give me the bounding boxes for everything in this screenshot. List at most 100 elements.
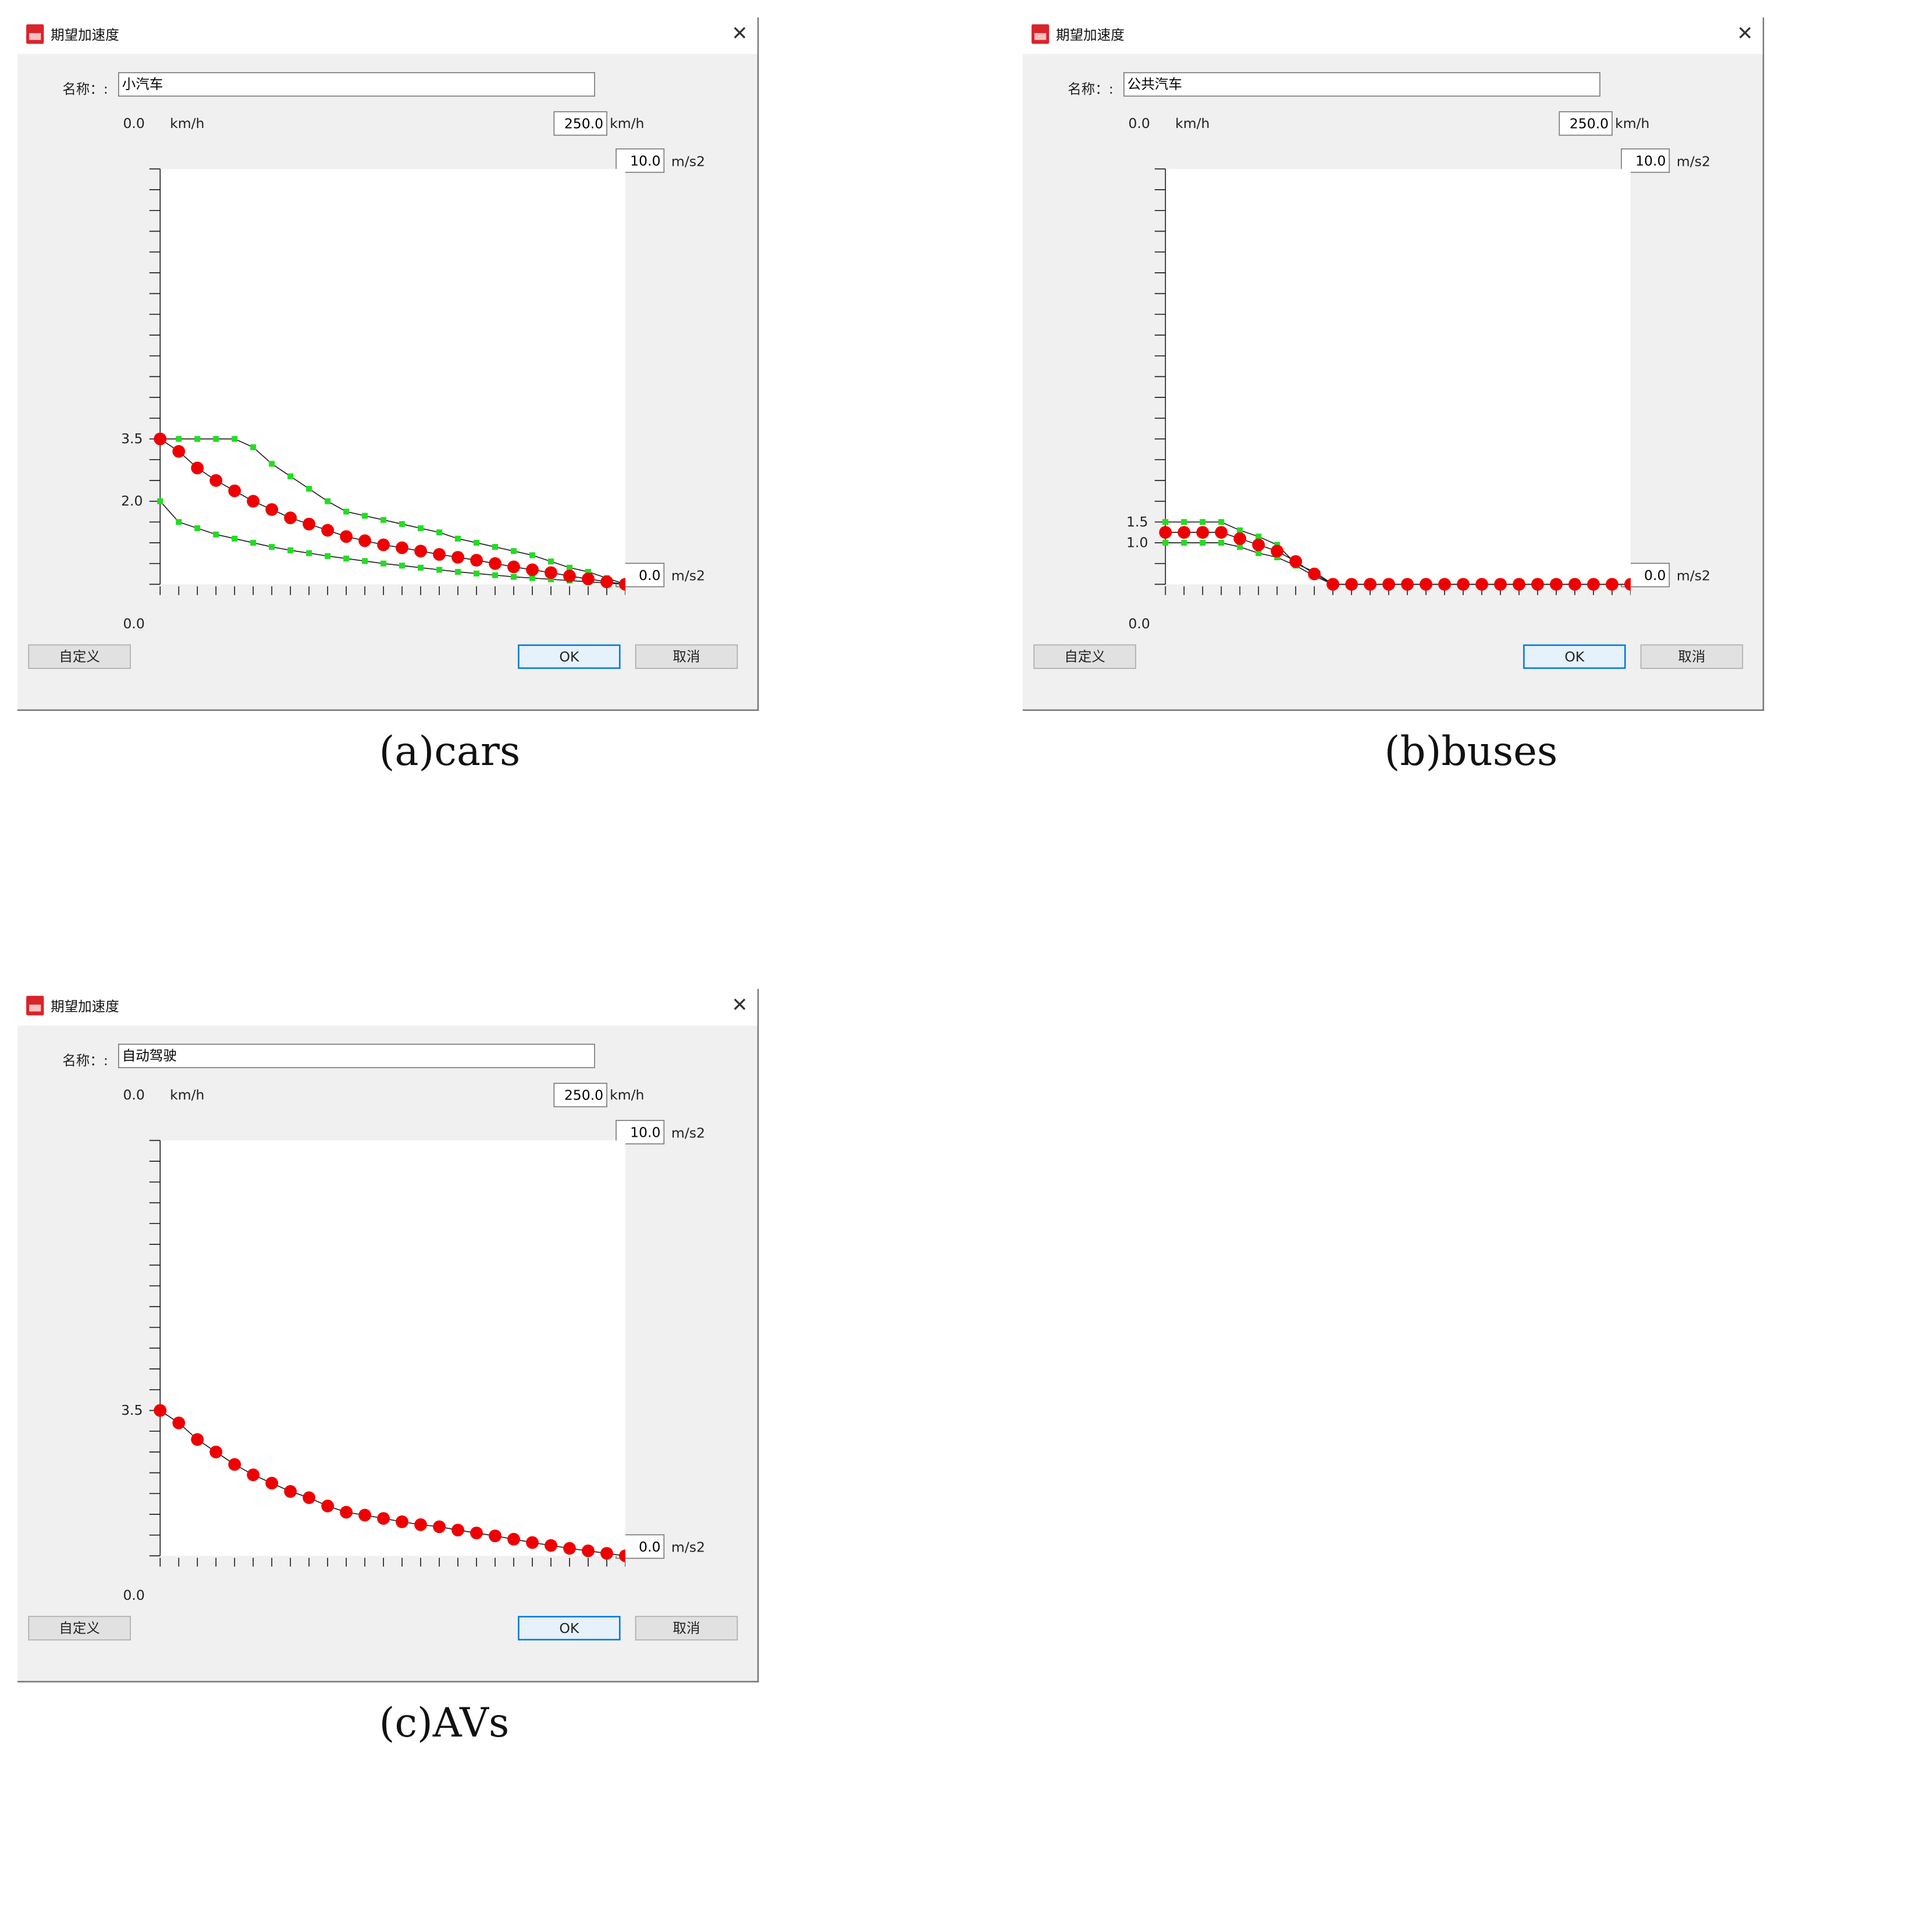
- point-max[interactable]: [1255, 533, 1262, 540]
- point-median[interactable]: [209, 1445, 223, 1458]
- point-min[interactable]: [176, 519, 182, 525]
- point-median[interactable]: [563, 570, 576, 583]
- point-median[interactable]: [600, 575, 613, 589]
- point-max[interactable]: [492, 544, 499, 550]
- point-min[interactable]: [510, 574, 517, 580]
- point-median[interactable]: [154, 1404, 167, 1417]
- point-median[interactable]: [396, 1515, 409, 1528]
- point-median[interactable]: [172, 1417, 186, 1429]
- point-median[interactable]: [545, 1539, 557, 1552]
- point-median[interactable]: [507, 560, 520, 574]
- point-median[interactable]: [1271, 545, 1284, 558]
- point-median[interactable]: [1550, 578, 1563, 591]
- name-field[interactable]: [118, 72, 595, 97]
- point-max[interactable]: [362, 513, 368, 519]
- point-max[interactable]: [455, 535, 461, 542]
- point-min[interactable]: [306, 550, 312, 556]
- point-min[interactable]: [1237, 544, 1243, 550]
- point-max[interactable]: [418, 525, 424, 532]
- point-min[interactable]: [547, 576, 554, 582]
- point-median[interactable]: [377, 1512, 390, 1525]
- custom-button[interactable]: 自定义: [28, 644, 131, 669]
- point-min[interactable]: [362, 558, 368, 564]
- point-median[interactable]: [1568, 578, 1581, 591]
- point-min[interactable]: [232, 535, 238, 542]
- point-median[interactable]: [600, 1547, 613, 1560]
- point-median[interactable]: [619, 1549, 625, 1563]
- point-median[interactable]: [1382, 578, 1396, 591]
- point-median[interactable]: [433, 1520, 446, 1533]
- point-min[interactable]: [529, 575, 536, 581]
- point-median[interactable]: [228, 484, 241, 497]
- point-max[interactable]: [510, 548, 517, 554]
- point-min[interactable]: [1255, 550, 1262, 556]
- point-median[interactable]: [340, 1506, 353, 1519]
- point-max[interactable]: [1200, 519, 1206, 525]
- point-median[interactable]: [1177, 526, 1191, 539]
- point-median[interactable]: [1438, 578, 1452, 591]
- point-median[interactable]: [1531, 578, 1544, 591]
- point-min[interactable]: [250, 539, 257, 546]
- point-min[interactable]: [474, 570, 480, 577]
- point-max[interactable]: [269, 461, 275, 467]
- point-max[interactable]: [1162, 519, 1169, 525]
- point-median[interactable]: [582, 1544, 595, 1557]
- point-max[interactable]: [287, 473, 294, 479]
- point-median[interactable]: [321, 524, 335, 537]
- point-median[interactable]: [489, 1529, 501, 1543]
- point-median[interactable]: [396, 541, 409, 554]
- point-median[interactable]: [414, 545, 428, 558]
- point-max[interactable]: [343, 508, 350, 515]
- point-min[interactable]: [1162, 539, 1169, 546]
- point-median[interactable]: [1364, 578, 1377, 591]
- point-max[interactable]: [1237, 527, 1243, 533]
- point-min[interactable]: [399, 563, 405, 569]
- point-median[interactable]: [526, 1536, 539, 1549]
- point-min[interactable]: [436, 567, 443, 573]
- point-median[interactable]: [340, 530, 353, 543]
- point-median[interactable]: [191, 1433, 204, 1446]
- point-median[interactable]: [1587, 578, 1600, 591]
- point-median[interactable]: [545, 566, 557, 579]
- accel-max-field[interactable]: [1621, 148, 1670, 173]
- close-button[interactable]: ✕: [725, 19, 754, 49]
- point-median[interactable]: [582, 572, 595, 586]
- accel-max-field[interactable]: [616, 148, 665, 173]
- point-median[interactable]: [526, 563, 539, 577]
- point-median[interactable]: [1606, 578, 1618, 591]
- point-median[interactable]: [1196, 526, 1209, 539]
- point-median[interactable]: [1215, 526, 1228, 539]
- close-button[interactable]: ✕: [1730, 19, 1759, 49]
- ok-button[interactable]: OK: [518, 1616, 621, 1641]
- ok-button[interactable]: OK: [518, 644, 621, 669]
- speed-max-field[interactable]: [553, 111, 607, 136]
- point-median[interactable]: [321, 1499, 335, 1513]
- point-max[interactable]: [585, 568, 592, 575]
- custom-button[interactable]: 自定义: [28, 1616, 131, 1641]
- point-median[interactable]: [1420, 578, 1433, 591]
- point-median[interactable]: [1345, 578, 1358, 591]
- point-min[interactable]: [194, 525, 201, 532]
- point-median[interactable]: [228, 1458, 241, 1471]
- point-median[interactable]: [191, 461, 204, 475]
- point-min[interactable]: [157, 498, 163, 504]
- point-median[interactable]: [1624, 578, 1631, 591]
- speed-max-field[interactable]: [553, 1083, 607, 1108]
- point-max[interactable]: [194, 436, 201, 442]
- point-median[interactable]: [209, 474, 223, 487]
- point-min[interactable]: [213, 531, 219, 538]
- point-median[interactable]: [1326, 578, 1340, 591]
- point-median[interactable]: [1401, 578, 1414, 591]
- close-button[interactable]: ✕: [725, 990, 754, 1020]
- point-median[interactable]: [470, 1527, 483, 1540]
- point-median[interactable]: [1252, 538, 1265, 552]
- point-median[interactable]: [303, 1491, 316, 1504]
- point-median[interactable]: [284, 1485, 297, 1498]
- point-max[interactable]: [232, 436, 238, 442]
- point-max[interactable]: [380, 517, 387, 523]
- point-median[interactable]: [507, 1532, 520, 1546]
- point-median[interactable]: [247, 1468, 260, 1482]
- point-median[interactable]: [265, 1476, 279, 1490]
- name-field[interactable]: [1123, 72, 1600, 97]
- point-min[interactable]: [418, 564, 424, 571]
